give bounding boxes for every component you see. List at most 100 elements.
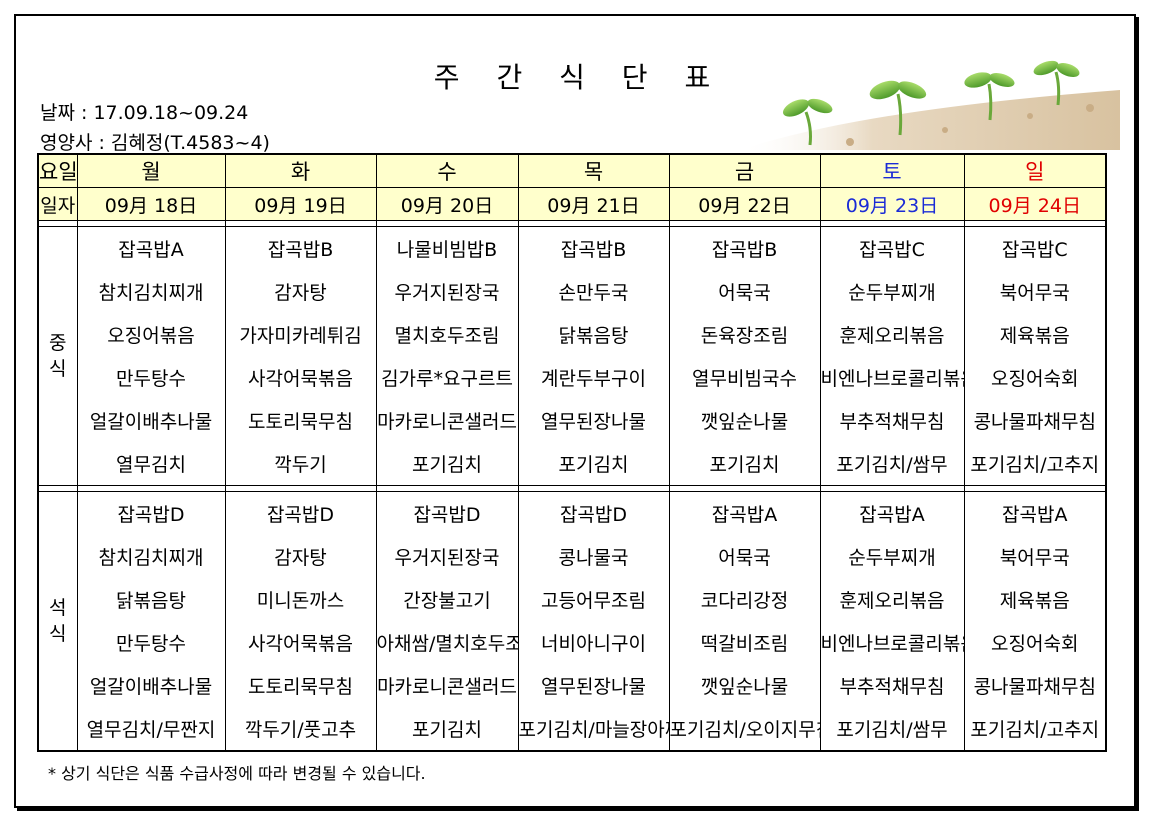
menu-cell: 참치김치찌개: [76, 535, 226, 578]
menu-cell: 고등어무조림: [517, 578, 670, 621]
weekday-thu: 목: [517, 153, 670, 188]
menu-cell: 어묵국: [668, 270, 821, 313]
menu-cell: 잡곡밥B: [517, 226, 670, 270]
menu-cell: 포기김치/오이지무침: [668, 707, 821, 751]
dinner-row: 참치김치찌개 감자탕 우거지된장국 콩나물국 어묵국 순두부찌개 북어무국: [38, 535, 1107, 578]
menu-cell: 도토리묵무침: [224, 399, 377, 442]
menu-cell: 열무김치/무짠지: [76, 707, 226, 751]
menu-cell: 오징어숙회: [963, 356, 1107, 399]
menu-cell: 돈육장조림: [668, 313, 821, 356]
dinner-row: 닭볶음탕 미니돈까스 간장불고기 고등어무조림 코다리강정 훈제오리볶음 제육볶…: [38, 578, 1107, 621]
menu-cell: 잡곡밥C: [819, 226, 965, 270]
menu-cell: 오징어볶음: [76, 313, 226, 356]
menu-cell: 잡곡밥D: [375, 491, 519, 535]
menu-cell: 잡곡밥A: [76, 226, 226, 270]
menu-cell: 도토리묵무침: [224, 664, 377, 707]
menu-cell: 너비아니구이: [517, 621, 670, 664]
lunch-row: 중 식 잡곡밥A 잡곡밥B 나물비빔밥B 잡곡밥B 잡곡밥B 잡곡밥C 잡곡밥C: [37, 226, 1107, 486]
menu-cell: 훈제오리볶음: [819, 578, 965, 621]
menu-cell: 깍두기: [224, 442, 377, 486]
weekday-mon: 월: [76, 153, 226, 188]
menu-cell: 잡곡밥B: [224, 226, 377, 270]
lunch-row: 열무김치 깍두기 포기김치 포기김치 포기김치 포기김치/쌈무 포기김치/고추지: [38, 442, 1107, 486]
menu-cell: 깻잎순나물: [668, 664, 821, 707]
menu-cell: 미니돈까스: [224, 578, 377, 621]
menu-cell: 포기김치/마늘장아찌: [517, 707, 670, 751]
menu-cell: 잡곡밥A: [819, 491, 965, 535]
menu-cell: 순두부찌개: [819, 270, 965, 313]
dinner-row: 만두탕수 사각어묵볶음 아채쌈/멸치호두조림 너비아니구이 떡갈비조림 비엔나브…: [38, 621, 1107, 664]
lunch-row: 얼갈이배추나물 도토리묵무침 마카로니콘샐러드 열무된장나물 깻잎순나물 부추적…: [38, 399, 1107, 442]
menu-cell: 닭볶음탕: [76, 578, 226, 621]
menu-cell: 나물비빔밥B: [375, 226, 519, 270]
menu-cell: 감자탕: [224, 535, 377, 578]
menu-cell: 콩나물국: [517, 535, 670, 578]
menu-cell: 포기김치: [668, 442, 821, 486]
menu-cell: 열무된장나물: [517, 664, 670, 707]
dietitian-info: 영양사 : 김혜정(T.4583~4): [40, 132, 270, 154]
date-mon: 09月 18日: [76, 187, 226, 221]
menu-cell: 떡갈비조림: [668, 621, 821, 664]
menu-cell: 제육볶음: [963, 578, 1107, 621]
lunch-label: 중 식: [37, 226, 78, 486]
menu-cell: 멸치호두조림: [375, 313, 519, 356]
menu-cell: 열무김치: [76, 442, 226, 486]
menu-cell: 만두탕수: [76, 356, 226, 399]
date-thu: 09月 21日: [517, 187, 670, 221]
weekly-menu-table: 요일 월 화 수 목 금 토 일 일자 09月 18日 09月 19日 09月 …: [37, 153, 1107, 752]
menu-cell: 깍두기/풋고추: [224, 707, 377, 751]
menu-cell: 가자미카레튀김: [224, 313, 377, 356]
menu-cell: 콩나물파채무침: [963, 399, 1107, 442]
menu-cell: 콩나물파채무침: [963, 664, 1107, 707]
menu-cell: 아채쌈/멸치호두조림: [375, 621, 519, 664]
spacer-row: [37, 485, 1107, 492]
menu-cell: 우거지된장국: [375, 535, 519, 578]
menu-cell: 포기김치/고추지: [963, 442, 1107, 486]
date-range: 날짜 : 17.09.18~09.24: [40, 102, 249, 124]
menu-cell: 포기김치: [375, 442, 519, 486]
menu-cell: 잡곡밥C: [963, 226, 1107, 270]
date-sat: 09月 23日: [819, 187, 965, 221]
menu-cell: 비엔나브로콜리볶음: [819, 356, 965, 399]
dinner-label: 석 식: [37, 491, 78, 751]
lunch-row: 참치김치찌개 감자탕 우거지된장국 손만두국 어묵국 순두부찌개 북어무국: [38, 270, 1107, 313]
menu-cell: 계란두부구이: [517, 356, 670, 399]
menu-cell: 순두부찌개: [819, 535, 965, 578]
menu-cell: 우거지된장국: [375, 270, 519, 313]
weekday-fri: 금: [668, 153, 821, 188]
menu-cell: 감자탕: [224, 270, 377, 313]
menu-cell: 얼갈이배추나물: [76, 664, 226, 707]
dinner-row: 열무김치/무짠지 깍두기/풋고추 포기김치 포기김치/마늘장아찌 포기김치/오이…: [38, 707, 1107, 751]
menu-cell: 깻잎순나물: [668, 399, 821, 442]
weekday-sun: 일: [963, 153, 1107, 188]
weekday-sat: 토: [819, 153, 965, 188]
footnote: * 상기 식단은 식품 수급사정에 따라 변경될 수 있습니다.: [48, 764, 426, 783]
date-wed: 09月 20日: [375, 187, 519, 221]
menu-cell: 참치김치찌개: [76, 270, 226, 313]
menu-cell: 얼갈이배추나물: [76, 399, 226, 442]
menu-cell: 만두탕수: [76, 621, 226, 664]
weekday-row: 요일 월 화 수 목 금 토 일: [37, 153, 1107, 188]
menu-cell: 포기김치: [517, 442, 670, 486]
menu-cell: 사각어묵볶음: [224, 356, 377, 399]
menu-cell: 잡곡밥D: [76, 491, 226, 535]
menu-cell: 비엔나브로콜리볶음: [819, 621, 965, 664]
menu-cell: 부추적채무침: [819, 664, 965, 707]
menu-cell: 포기김치/고추지: [963, 707, 1107, 751]
menu-cell: 마카로니콘샐러드: [375, 664, 519, 707]
menu-cell: 열무비빔국수: [668, 356, 821, 399]
date-row: 일자 09月 18日 09月 19日 09月 20日 09月 21日 09月 2…: [37, 187, 1107, 221]
menu-cell: 잡곡밥B: [668, 226, 821, 270]
date-sun: 09月 24日: [963, 187, 1107, 221]
menu-cell: 제육볶음: [963, 313, 1107, 356]
dinner-row: 얼갈이배추나물 도토리묵무침 마카로니콘샐러드 열무된장나물 깻잎순나물 부추적…: [38, 664, 1107, 707]
date-tue: 09月 19日: [224, 187, 377, 221]
menu-cell: 사각어묵볶음: [224, 621, 377, 664]
menu-cell: 손만두국: [517, 270, 670, 313]
menu-cell: 코다리강정: [668, 578, 821, 621]
menu-cell: 열무된장나물: [517, 399, 670, 442]
menu-cell: 마카로니콘샐러드: [375, 399, 519, 442]
date-label: 일자: [37, 187, 78, 221]
sprout-illustration: [740, 60, 1120, 150]
menu-cell: 훈제오리볶음: [819, 313, 965, 356]
